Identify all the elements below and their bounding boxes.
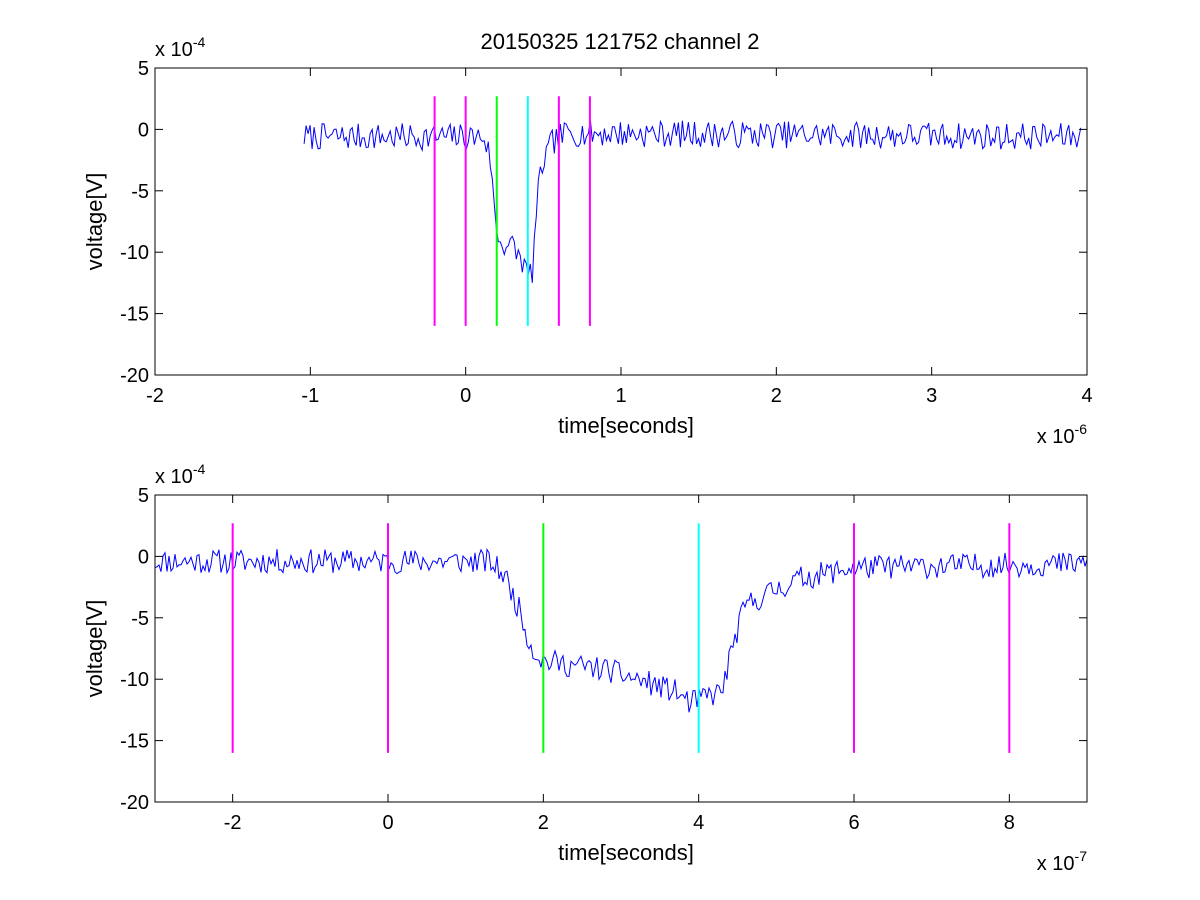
y-exponent-label: x 10-4 (155, 461, 205, 488)
x-tick-label: 3 (926, 385, 937, 407)
y-axis-label: voltage[V] (82, 173, 107, 271)
x-tick-label: 0 (460, 385, 471, 407)
x-tick-label: 0 (382, 812, 393, 834)
y-axis-label: voltage[V] (82, 600, 107, 698)
signal-trace (154, 547, 1088, 713)
y-tick-label: 5 (138, 58, 149, 80)
y-tick-label: -15 (120, 304, 149, 326)
x-axis-label: time[seconds] (558, 413, 694, 438)
x-tick-label: -2 (224, 812, 242, 834)
y-tick-label: 5 (138, 485, 149, 507)
chart-title: 20150325 121752 channel 2 (481, 29, 760, 54)
x-tick-label: 2 (771, 385, 782, 407)
x-tick-label: 2 (538, 812, 549, 834)
x-tick-label: 4 (1081, 385, 1092, 407)
signal-trace (303, 119, 1082, 283)
y-tick-label: -5 (131, 181, 149, 203)
plot-bottom: -2 0 2 4 6 8-20-15-10-505time[seconds]voltage… (82, 461, 1088, 875)
x-exponent-label: x 10-7 (1037, 848, 1087, 875)
x-tick-label: -2 (146, 385, 164, 407)
x-tick-label: 4 (693, 812, 704, 834)
y-tick-label: -20 (120, 792, 149, 814)
y-tick-label: -20 (120, 365, 149, 387)
axes-box (154, 494, 1088, 803)
x-axis-label: time[seconds] (558, 840, 694, 865)
x-tick-label: 8 (1004, 812, 1015, 834)
y-exponent-label: x 10-4 (155, 34, 205, 61)
x-tick-label: 1 (615, 385, 626, 407)
plot-top: -2 -1 0 1 2 3 4-20-15-10-505time[seconds]volta… (82, 34, 1093, 448)
y-tick-label: -10 (120, 669, 149, 691)
x-tick-label: 6 (848, 812, 859, 834)
x-exponent-label: x 10-6 (1037, 421, 1087, 448)
y-tick-label: -15 (120, 731, 149, 753)
y-tick-label: 0 (138, 119, 149, 141)
y-tick-label: 0 (138, 546, 149, 568)
y-tick-label: -10 (120, 242, 149, 264)
x-tick-label: -1 (301, 385, 319, 407)
y-tick-label: -5 (131, 608, 149, 630)
